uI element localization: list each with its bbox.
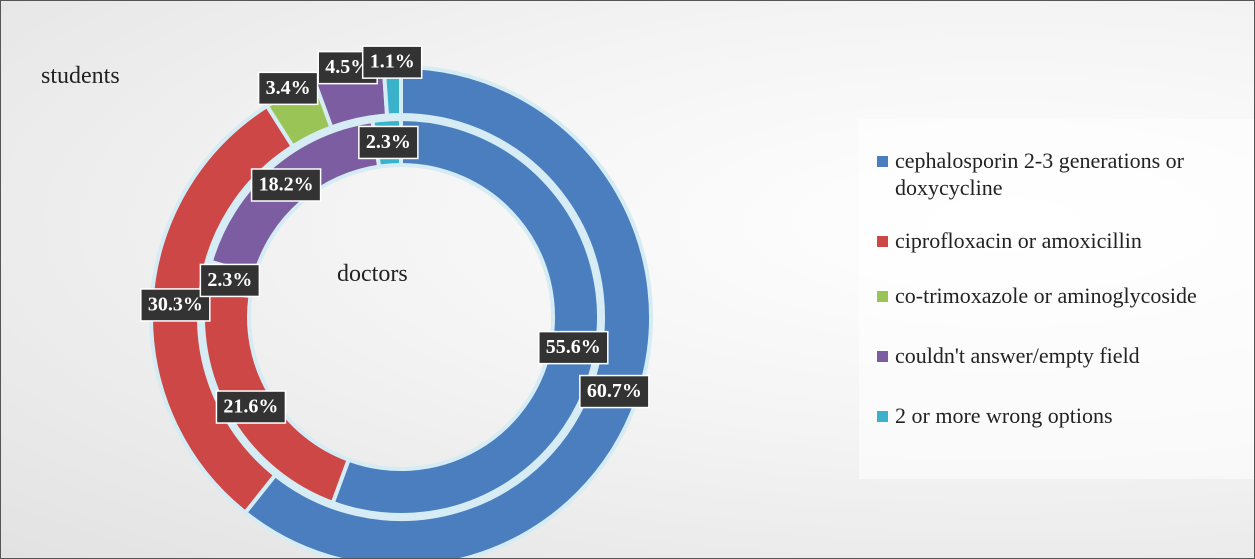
legend-label: cephalosporin 2-3 generations or doxycyc…: [895, 148, 1184, 200]
legend-swatch: [877, 156, 888, 167]
label-box: [358, 125, 419, 160]
legend-item: ciprofloxacin or amoxicillin: [877, 227, 1254, 254]
label-box: [250, 168, 322, 202]
data-label: 60.7%: [579, 374, 650, 409]
label-box: [538, 330, 609, 365]
value-label: 3.4%: [266, 77, 311, 99]
data-label: 18.2%: [250, 168, 322, 202]
label-box: [257, 71, 319, 106]
legend-label: ciprofloxacin or amoxicillin: [895, 228, 1142, 253]
series-label: doctors: [337, 261, 408, 287]
value-label: 2.3%: [366, 131, 411, 153]
data-label: 3.4%: [257, 71, 319, 106]
legend-item: couldn't answer/empty field: [877, 342, 1254, 369]
legend-label: co-trimoxazole or aminoglycoside: [895, 283, 1197, 308]
value-label: 21.6%: [223, 396, 278, 418]
value-label: 2.3%: [207, 269, 252, 291]
value-label: 55.6%: [546, 336, 601, 358]
data-label: 2.3%: [199, 263, 261, 298]
series-label: students: [41, 63, 120, 89]
data-label: 1.1%: [361, 45, 423, 79]
legend-swatch: [877, 351, 888, 362]
doughnut-slice: [242, 64, 653, 558]
value-label: 4.5%: [325, 56, 370, 78]
doughnut-slice: [330, 116, 601, 517]
legend-item: cephalosporin 2-3 generations or doxycyc…: [877, 147, 1254, 201]
value-label: 60.7%: [587, 380, 642, 402]
legend-label: couldn't answer/empty field: [895, 343, 1140, 368]
value-label: 30.3%: [148, 294, 203, 316]
value-label: 1.1%: [370, 51, 415, 73]
legend-swatch: [877, 411, 888, 422]
legend-swatch: [877, 236, 888, 247]
data-label: 2.3%: [358, 125, 419, 160]
legend-item: co-trimoxazole or aminoglycoside: [877, 282, 1254, 309]
legend-item: 2 or more wrong options: [877, 402, 1254, 429]
label-box: [140, 288, 211, 322]
label-box: [579, 374, 650, 409]
label-box: [199, 263, 261, 298]
legend: cephalosporin 2-3 generations or doxycyc…: [859, 119, 1254, 479]
legend-label: 2 or more wrong options: [895, 403, 1113, 428]
data-label: 55.6%: [538, 330, 609, 365]
label-box: [215, 390, 287, 424]
legend-swatch: [877, 291, 888, 302]
data-label: 21.6%: [215, 390, 287, 424]
value-label: 18.2%: [259, 174, 314, 196]
label-box: [361, 45, 423, 79]
data-label: 30.3%: [140, 288, 211, 322]
